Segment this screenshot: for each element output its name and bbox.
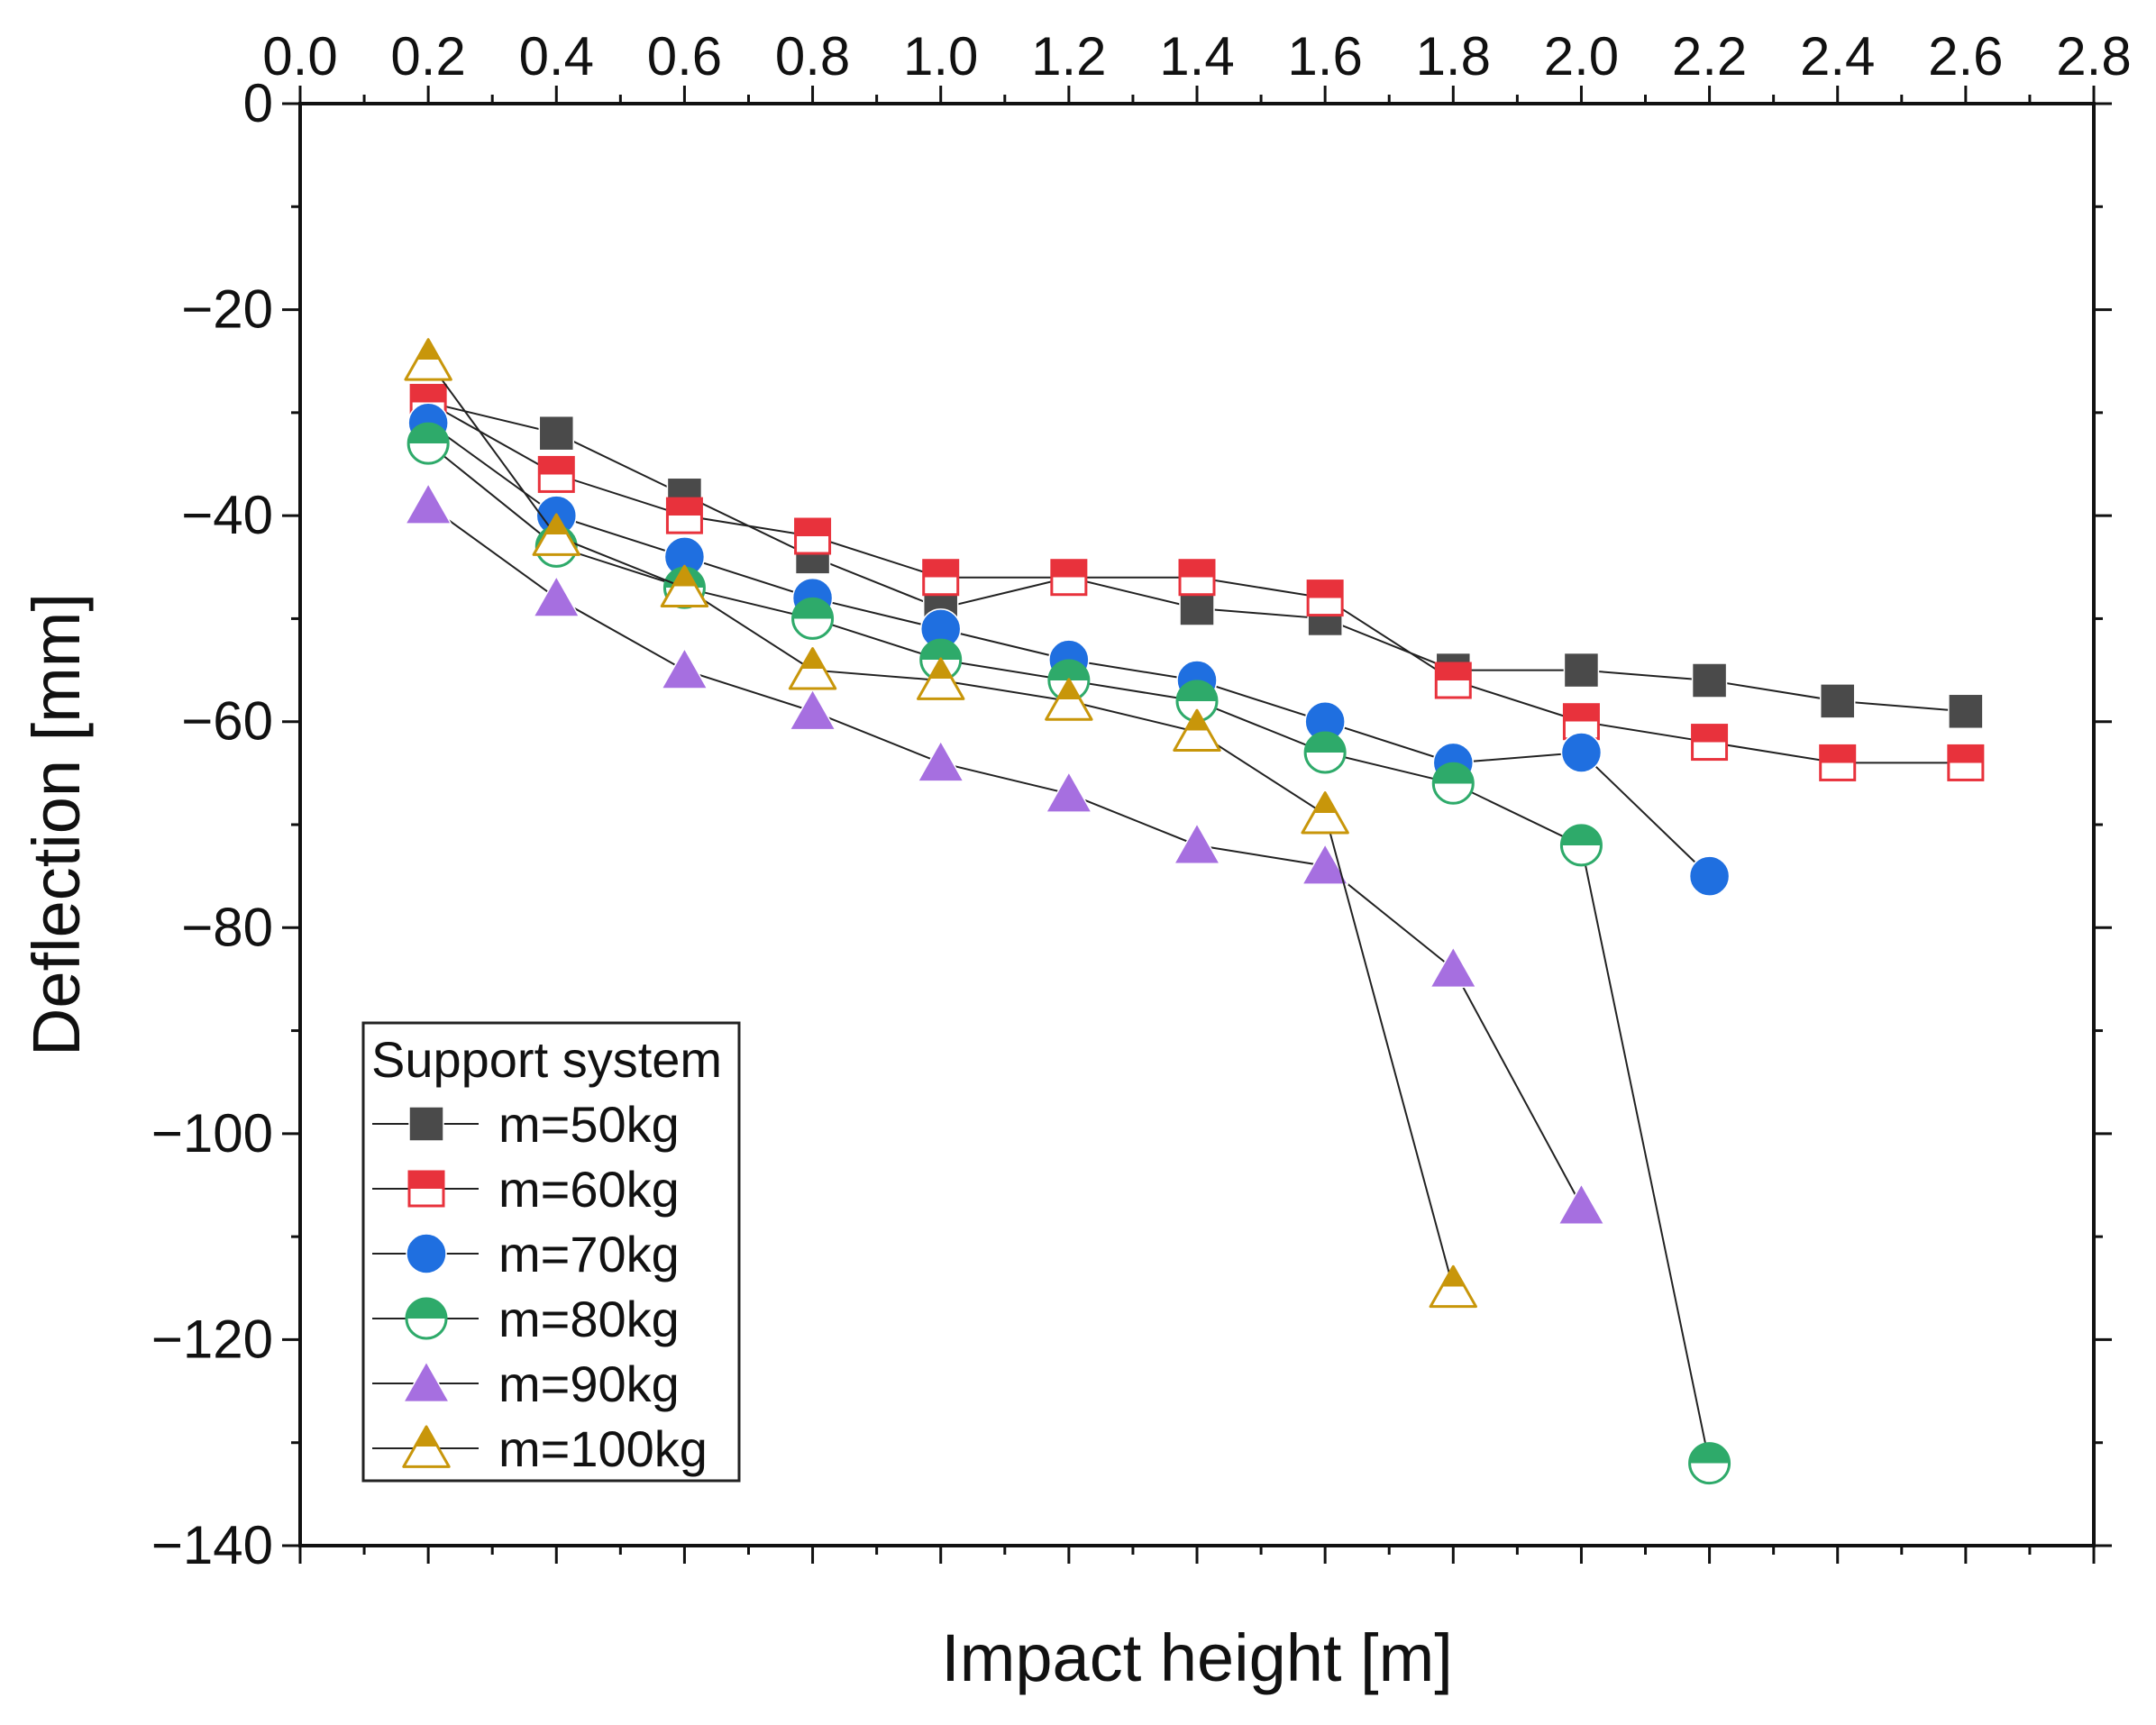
data-point <box>1691 724 1729 762</box>
data-point <box>1430 946 1477 989</box>
data-point <box>1819 744 1857 781</box>
data-point <box>533 575 580 617</box>
data-point <box>538 415 575 452</box>
legend-label: m=60kg <box>498 1161 680 1218</box>
data-point <box>1429 1264 1477 1309</box>
legend-marker <box>402 1425 451 1468</box>
series-line <box>427 504 1583 1207</box>
x-tick-label: 2.2 <box>1672 26 1747 87</box>
series-layer <box>404 338 1985 1485</box>
data-point <box>794 517 832 555</box>
data-point <box>1559 824 1603 867</box>
x-tick-label: 1.4 <box>1159 26 1234 87</box>
data-point <box>791 597 835 640</box>
legend-marker <box>403 1361 450 1403</box>
data-point <box>922 559 960 597</box>
data-point <box>1688 1442 1731 1485</box>
x-tick-label: 1.0 <box>903 26 978 87</box>
legend-marker <box>407 1170 445 1208</box>
legend-title: Support system <box>371 1031 722 1088</box>
data-point <box>1306 580 1344 617</box>
y-tick-label: −80 <box>181 897 273 957</box>
data-point <box>407 422 450 465</box>
data-point <box>1045 771 1092 813</box>
x-axis-label: Impact height [m] <box>941 1620 1453 1695</box>
x-tick-label: 1.8 <box>1416 26 1491 87</box>
data-point <box>1045 678 1093 721</box>
legend-label: m=50kg <box>498 1096 680 1153</box>
y-tick-label: −140 <box>151 1515 273 1575</box>
data-point <box>1178 559 1216 597</box>
series-m=90kg <box>405 482 1605 1226</box>
data-point <box>532 513 580 556</box>
data-point <box>1303 731 1347 774</box>
y-tick-label: −40 <box>181 485 273 545</box>
legend-label: m=70kg <box>498 1226 680 1282</box>
data-point <box>1302 843 1349 885</box>
data-point <box>917 657 965 700</box>
x-tick-label: 2.6 <box>1928 26 2003 87</box>
data-point <box>1179 590 1215 626</box>
data-point <box>1431 762 1475 805</box>
x-tick-label: 0.4 <box>519 26 594 87</box>
legend-item: m=100kg <box>372 1420 708 1477</box>
data-point <box>1688 855 1731 897</box>
legend-marker <box>405 1297 448 1340</box>
data-point <box>537 455 575 493</box>
x-tick-label: 2.0 <box>1544 26 1619 87</box>
y-tick-label: −60 <box>181 691 273 752</box>
axes-layer: 0.0 0.2 0.4 0.6 0.8 1.0 1.2 1.4 1.6 1.8 2.0 2.2 2.4 2… <box>151 26 2132 1575</box>
data-point <box>1819 683 1856 719</box>
legend-label: m=100kg <box>498 1420 708 1477</box>
data-point <box>1948 693 1984 730</box>
x-tick-label: 2.4 <box>1800 26 1875 87</box>
data-point <box>1434 662 1472 699</box>
data-point <box>788 647 837 690</box>
data-point <box>1558 1183 1605 1226</box>
legend-item: m=90kg <box>372 1355 680 1412</box>
x-tick-label: 2.8 <box>2056 26 2131 87</box>
data-point <box>1174 823 1220 865</box>
data-point <box>1563 652 1600 689</box>
data-point <box>404 338 452 381</box>
legend-item: m=60kg <box>372 1161 680 1218</box>
x-tick-label: 1.6 <box>1287 26 1362 87</box>
data-point <box>1173 708 1221 753</box>
data-point <box>1691 662 1728 698</box>
legend-label: m=80kg <box>498 1291 680 1347</box>
legend-marker <box>406 1233 447 1274</box>
y-axis-label: Deflection [mm] <box>19 593 94 1056</box>
data-point <box>660 564 709 608</box>
legend-item: m=70kg <box>372 1226 680 1282</box>
legend-label: m=90kg <box>498 1355 680 1412</box>
series-m=80kg <box>407 422 1731 1485</box>
data-point <box>665 497 703 534</box>
legend-item: m=80kg <box>372 1291 680 1347</box>
series-m=70kg <box>407 402 1731 897</box>
legend-item: m=50kg <box>372 1096 680 1153</box>
legend: Support system m=50kg m=60kg m=70kg m=80kg m… <box>361 1021 741 1483</box>
data-point <box>917 740 964 782</box>
x-tick-label: 0.0 <box>262 26 337 87</box>
x-tick-label: 0.8 <box>775 26 850 87</box>
y-tick-label: −20 <box>181 279 273 340</box>
data-point <box>661 647 708 689</box>
data-point <box>1301 791 1349 835</box>
y-tick-label: −120 <box>151 1309 273 1369</box>
series-m=100kg <box>404 338 1477 1309</box>
x-tick-label: 0.6 <box>647 26 722 87</box>
x-tick-label: 1.2 <box>1031 26 1106 87</box>
legend-marker <box>408 1106 444 1142</box>
y-tick-label: 0 <box>243 73 273 133</box>
data-point <box>405 482 452 525</box>
data-point <box>1947 744 1985 781</box>
data-point <box>1560 732 1603 773</box>
y-tick-label: −100 <box>151 1103 273 1164</box>
data-point <box>1050 559 1088 597</box>
data-point <box>789 689 836 731</box>
x-tick-label: 0.2 <box>390 26 465 87</box>
